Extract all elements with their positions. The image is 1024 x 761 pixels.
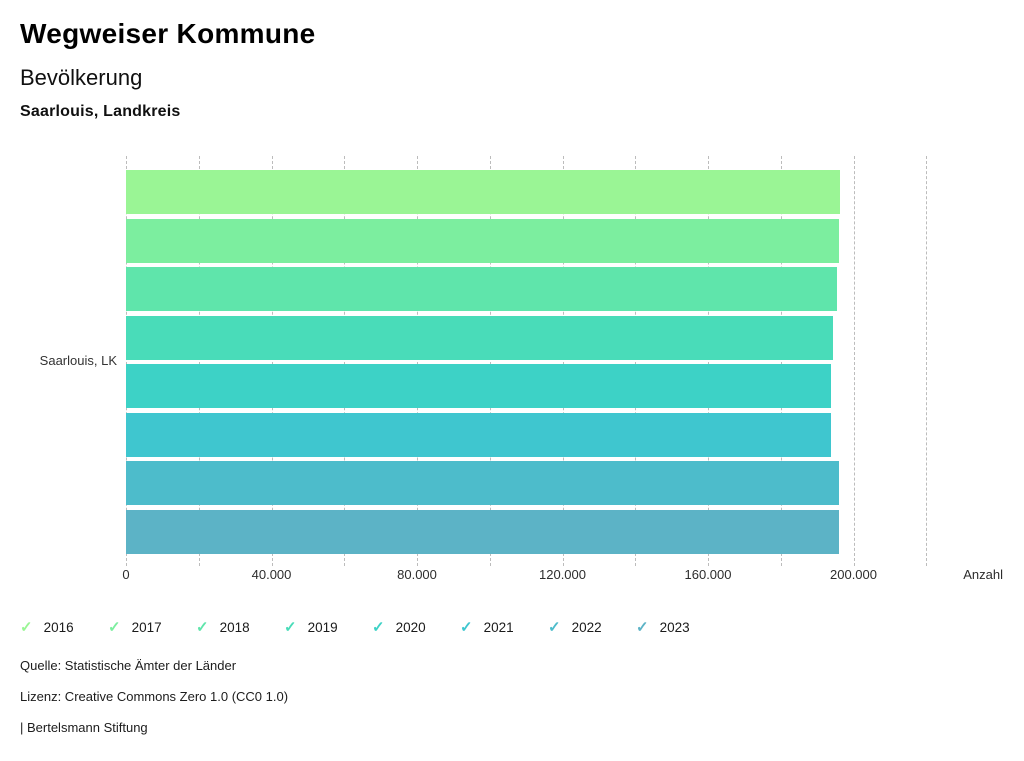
bar-2020[interactable] xyxy=(126,364,831,408)
checkmark-icon: ✓ xyxy=(636,619,649,636)
legend-item-label: 2021 xyxy=(483,620,514,635)
x-axis-tick-label-200000: 200.000 xyxy=(830,567,877,582)
chart-subtitle: Bevölkerung xyxy=(20,65,143,90)
bar-2017[interactable] xyxy=(126,218,839,263)
legend-item-2016[interactable]: ✓ 2016 xyxy=(20,618,74,638)
gridline-140000 xyxy=(635,156,637,566)
footer-attribution-text: | Bertelsmann Stiftung xyxy=(20,720,148,735)
gridline-160000 xyxy=(708,156,709,566)
footer-license-text: Lizenz: Creative Commons Zero 1.0 (CC0 1… xyxy=(20,689,289,704)
legend-item-label: 2022 xyxy=(571,620,602,635)
x-axis-tick-label-120000: 120.000 xyxy=(539,567,586,582)
legend-item-label: 2023 xyxy=(659,620,690,635)
x-axis-tick-label-0: 0 xyxy=(122,567,130,582)
gridline-20000 xyxy=(198,156,200,566)
checkmark-icon: ✓ xyxy=(108,619,121,636)
chart-legend: ✓ 2016 ✓ 2017 ✓ 2018 ✓ 2019 ✓ 2020 ✓ 2021 ✓ 2022 ✓ 2023 xyxy=(20,618,780,638)
legend-item-2019[interactable]: ✓ 2019 xyxy=(284,618,338,638)
page-title: Wegweiser Kommune xyxy=(20,18,316,49)
gridline-120000 xyxy=(562,156,564,566)
checkmark-icon: ✓ xyxy=(284,619,297,636)
x-axis-tick-label-160000: 160.000 xyxy=(684,567,732,582)
legend-item-2023[interactable]: ✓ 2023 xyxy=(636,618,690,638)
region-label: Saarlouis, Landkreis xyxy=(20,103,181,120)
gridline-100000 xyxy=(489,156,491,566)
checkmark-icon: ✓ xyxy=(548,619,561,636)
gridline-180000 xyxy=(780,156,782,566)
gridline-80000 xyxy=(417,156,418,566)
checkmark-icon: ✓ xyxy=(460,619,473,636)
legend-item-label: 2020 xyxy=(395,620,426,635)
legend-item-label: 2017 xyxy=(131,620,162,635)
legend-item-2018[interactable]: ✓ 2018 xyxy=(196,618,250,638)
x-axis-unit-label: Anzahl xyxy=(963,567,1003,582)
legend-item-2020[interactable]: ✓ 2020 xyxy=(372,618,426,638)
bar-2022[interactable] xyxy=(126,461,839,505)
legend-item-2017[interactable]: ✓ 2017 xyxy=(108,618,162,638)
bar-2019[interactable] xyxy=(126,315,833,360)
checkmark-icon: ✓ xyxy=(20,619,33,636)
gridline-40000 xyxy=(271,156,273,566)
legend-item-label: 2019 xyxy=(307,620,338,635)
bar-2018[interactable] xyxy=(126,267,837,311)
legend-item-label: 2016 xyxy=(43,620,74,635)
bar-2023[interactable] xyxy=(126,509,839,554)
bar-2021[interactable] xyxy=(126,412,831,457)
bar-2016[interactable] xyxy=(126,170,840,214)
checkmark-icon: ✓ xyxy=(196,619,209,636)
x-axis-tick-label-40000: 40.000 xyxy=(251,567,292,582)
legend-item-2022[interactable]: ✓ 2022 xyxy=(548,618,602,638)
gridline-200000 xyxy=(853,156,855,566)
checkmark-icon: ✓ xyxy=(372,619,385,636)
footer-source-text: Quelle: Statistische Ämter der Länder xyxy=(20,658,237,673)
gridline-220000 xyxy=(926,156,928,566)
gridline-60000 xyxy=(344,156,346,566)
legend-item-2021[interactable]: ✓ 2021 xyxy=(460,618,514,638)
y-axis-category-label: Saarlouis, LK xyxy=(39,353,117,368)
x-axis-tick-label-80000: 80.000 xyxy=(397,567,437,582)
legend-item-label: 2018 xyxy=(219,620,250,635)
gridline-0 xyxy=(126,156,127,566)
